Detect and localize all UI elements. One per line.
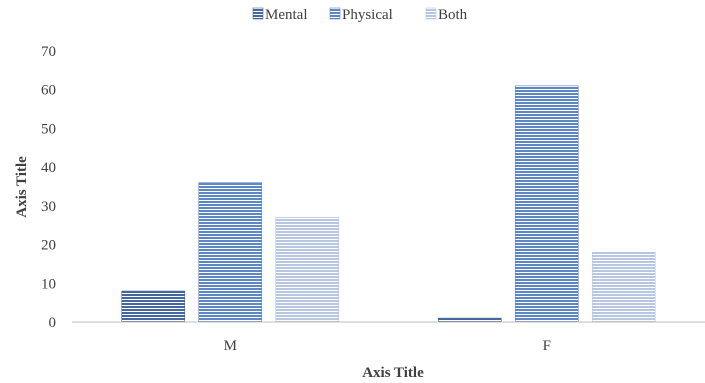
legend-swatch-physical <box>329 7 341 20</box>
x-tick-label: M <box>224 338 237 354</box>
legend: Mental Physical Both <box>252 7 468 23</box>
y-axis-title: Axis Title <box>14 156 30 218</box>
bar-physical-f <box>514 85 579 323</box>
bar-mental-f <box>437 317 502 323</box>
y-tick-label: 30 <box>41 199 56 215</box>
y-tick-label: 40 <box>41 160 56 176</box>
y-tick-label: 10 <box>41 276 56 292</box>
bar-physical-m <box>198 182 263 323</box>
y-tick-label: 60 <box>41 83 56 99</box>
legend-label-physical: Physical <box>342 7 393 23</box>
legend-swatch-mental <box>252 7 264 20</box>
y-tick-label: 70 <box>41 44 56 60</box>
y-tick-label: 20 <box>41 238 56 254</box>
legend-swatch-both <box>425 7 437 20</box>
legend-label-both: Both <box>438 7 468 23</box>
y-axis-tick-labels: 0 10 20 30 40 50 60 70 <box>41 44 56 331</box>
bar-both-m <box>275 217 340 323</box>
bar-both-f <box>591 252 656 323</box>
legend-label-mental: Mental <box>265 7 308 23</box>
x-axis-title: Axis Title <box>362 365 424 381</box>
x-tick-label: F <box>543 338 551 354</box>
y-tick-label: 0 <box>49 315 57 331</box>
y-tick-label: 50 <box>41 121 56 137</box>
bars <box>121 85 656 323</box>
bar-mental-m <box>121 290 186 323</box>
